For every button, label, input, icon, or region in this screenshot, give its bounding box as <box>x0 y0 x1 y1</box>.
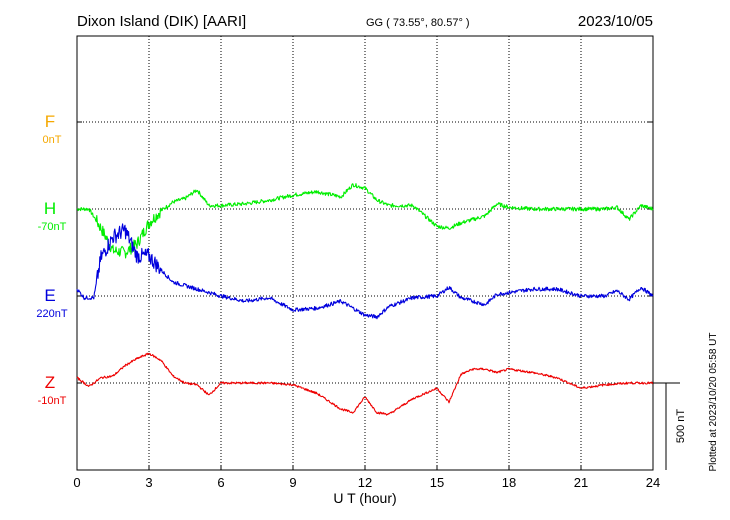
x-tick-label: 24 <box>646 475 660 490</box>
plot-date: 2023/10/05 <box>578 13 653 30</box>
x-axis-ticks: 0 3 6 9 12 15 18 21 24 <box>73 465 660 490</box>
component-name-z: Z <box>45 373 55 392</box>
component-name-e: E <box>44 286 55 305</box>
component-name-h: H <box>44 199 56 218</box>
x-tick-label: 3 <box>145 475 152 490</box>
x-tick-label: 0 <box>73 475 80 490</box>
component-baseline-f: 0nT <box>43 134 62 146</box>
station-coords: GG ( 73.55°, 80.57° ) <box>366 17 470 29</box>
scale-bar: 500 nT <box>653 382 687 470</box>
trace-h <box>76 183 654 259</box>
component-baseline-h: -70nT <box>38 221 67 233</box>
trace-z <box>76 352 654 416</box>
x-tick-label: 21 <box>574 475 588 490</box>
scale-bar-label: 500 nT <box>675 409 687 444</box>
x-tick-label: 18 <box>502 475 516 490</box>
component-labels: F 0nT H -70nT E 220nT Z -10nT <box>36 112 67 407</box>
x-tick-label: 15 <box>430 475 444 490</box>
grid-lines <box>77 36 653 470</box>
x-tick-label: 6 <box>217 475 224 490</box>
x-tick-label: 9 <box>289 475 296 490</box>
x-tick-label: 12 <box>358 475 372 490</box>
station-title: Dixon Island (DIK) [AARI] <box>77 13 246 30</box>
trace-e <box>76 223 654 320</box>
traces <box>76 183 654 416</box>
component-name-f: F <box>45 112 55 131</box>
component-baseline-e: 220nT <box>36 308 67 320</box>
x-axis-label: U T (hour) <box>333 490 396 506</box>
plot-timestamp-note: Plotted at 2023/10/20 05:58 UT <box>708 333 719 472</box>
component-baseline-z: -10nT <box>38 395 67 407</box>
